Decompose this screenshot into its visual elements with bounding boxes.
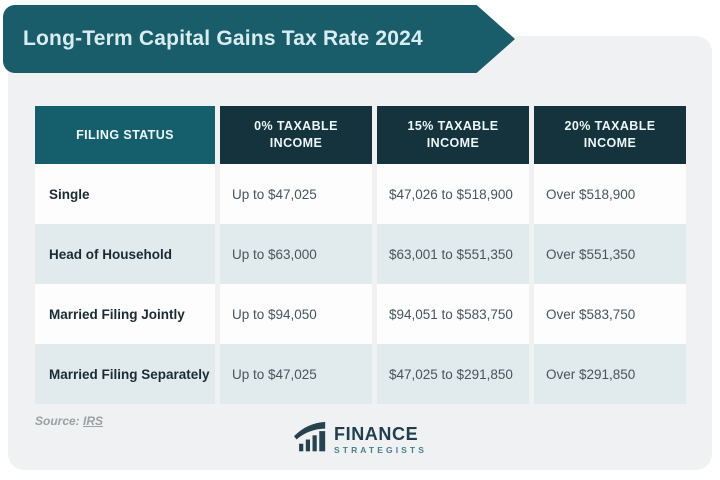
table-row: Married Filing Separately Up to $47,025 …	[35, 344, 686, 404]
rate-15-cell: $63,001 to $551,350	[377, 224, 529, 284]
header-15-percent: 15% TAXABLE INCOME	[377, 106, 529, 164]
rate-15-cell: $47,025 to $291,850	[377, 344, 529, 404]
header-0-percent: 0% TAXABLE INCOME	[220, 106, 372, 164]
rate-0-cell: Up to $47,025	[220, 164, 372, 224]
rate-20-cell: Over $291,850	[534, 344, 686, 404]
header-filing-status: FILING STATUS	[35, 106, 215, 164]
source-link[interactable]: IRS	[83, 414, 104, 428]
table-row: Single Up to $47,025 $47,026 to $518,900…	[35, 164, 686, 224]
table-header: FILING STATUS 0% TAXABLE INCOME 15% TAXA…	[35, 106, 686, 164]
rate-20-cell: Over $551,350	[534, 224, 686, 284]
source-label: Source:	[35, 414, 80, 428]
rate-15-cell: $47,026 to $518,900	[377, 164, 529, 224]
title-banner: Long-Term Capital Gains Tax Rate 2024	[3, 5, 515, 73]
brand-subname: STRATEGISTS	[334, 444, 427, 455]
brand-name: FINANCE	[334, 423, 419, 444]
source-note: Source: IRS	[35, 414, 103, 428]
table-row: Married Filing Jointly Up to $94,050 $94…	[35, 284, 686, 344]
finance-strategists-logo: FINANCE STRATEGISTS	[293, 421, 427, 458]
rate-0-cell: Up to $63,000	[220, 224, 372, 284]
rate-15-cell: $94,051 to $583,750	[377, 284, 529, 344]
table-row: Head of Household Up to $63,000 $63,001 …	[35, 224, 686, 284]
tax-rate-table: FILING STATUS 0% TAXABLE INCOME 15% TAXA…	[30, 106, 691, 404]
rate-0-cell: Up to $94,050	[220, 284, 372, 344]
rate-0-cell: Up to $47,025	[220, 344, 372, 404]
filing-status-cell: Head of Household	[35, 224, 215, 284]
filing-status-cell: Married Filing Jointly	[35, 284, 215, 344]
bar-chart-swoosh-icon	[293, 421, 327, 458]
page-title: Long-Term Capital Gains Tax Rate 2024	[23, 27, 423, 50]
header-20-percent: 20% TAXABLE INCOME	[534, 106, 686, 164]
filing-status-cell: Married Filing Separately	[35, 344, 215, 404]
rate-20-cell: Over $583,750	[534, 284, 686, 344]
filing-status-cell: Single	[35, 164, 215, 224]
rate-20-cell: Over $518,900	[534, 164, 686, 224]
